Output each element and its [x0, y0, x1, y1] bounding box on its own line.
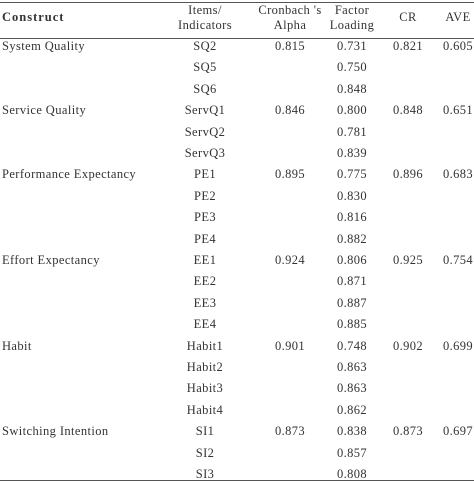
- indicator: ServQ2: [184, 124, 226, 139]
- composite-reliability: 0.902: [392, 338, 424, 353]
- factor-loading: 0.839: [336, 146, 368, 160]
- indicator: SI3: [195, 467, 215, 481]
- indicator: PE2: [193, 188, 217, 203]
- factor-loading: 0.863: [336, 360, 368, 374]
- construct-name: Service Quality: [2, 103, 87, 118]
- top-rule: [0, 2, 474, 3]
- indicator: SQ6: [193, 81, 217, 96]
- indicator: PE1: [193, 167, 217, 182]
- factor-loading: 0.748: [336, 338, 368, 353]
- construct-name: Habit: [2, 338, 32, 353]
- factor-loading: 0.857: [336, 445, 368, 460]
- indicator: EE3: [193, 295, 217, 310]
- ave: 0.651: [442, 103, 474, 118]
- indicator: Habit1: [186, 338, 224, 353]
- indicator: PE4: [193, 231, 217, 246]
- factor-loading: 0.848: [336, 81, 368, 96]
- factor-loading: 0.871: [336, 274, 368, 289]
- cronbach-alpha: 0.901: [274, 338, 306, 353]
- indicator: SQ5: [193, 60, 217, 75]
- header-cell: Loading: [329, 18, 375, 32]
- indicator: SQ2: [193, 39, 217, 53]
- header-cell: Construct: [2, 10, 65, 24]
- indicator: EE1: [193, 253, 217, 267]
- cronbach-alpha: 0.895: [274, 167, 306, 182]
- cronbach-alpha: 0.924: [274, 253, 306, 267]
- factor-loading: 0.838: [336, 424, 368, 439]
- header-cell: Indicators: [178, 18, 232, 32]
- composite-reliability: 0.896: [392, 167, 424, 182]
- header-rule: [0, 38, 474, 39]
- header-cell: AVE: [445, 10, 471, 24]
- composite-reliability: 0.821: [392, 39, 424, 53]
- factor-loading: 0.808: [336, 467, 368, 481]
- factor-loading: 0.775: [336, 167, 368, 182]
- ave: 0.754: [442, 253, 474, 267]
- factor-loading: 0.731: [336, 39, 368, 53]
- indicator: SI2: [195, 445, 215, 460]
- factor-loading: 0.830: [336, 188, 368, 203]
- indicator: ServQ3: [184, 146, 226, 160]
- factor-loading: 0.750: [336, 60, 368, 75]
- ave: 0.605: [442, 39, 474, 53]
- cronbach-alpha: 0.815: [274, 39, 306, 53]
- ave: 0.683: [442, 167, 474, 182]
- composite-reliability: 0.873: [392, 424, 424, 439]
- header-cell: Factor: [334, 3, 370, 17]
- cronbach-alpha: 0.873: [274, 424, 306, 439]
- factor-loading: 0.800: [336, 103, 368, 118]
- factor-loading: 0.806: [336, 253, 368, 267]
- ave: 0.699: [442, 338, 474, 353]
- construct-name: System Quality: [2, 39, 86, 53]
- indicator: EE4: [193, 317, 217, 332]
- factor-loading: 0.887: [336, 295, 368, 310]
- header-cell: CR: [399, 10, 417, 24]
- factor-loading: 0.863: [336, 381, 368, 396]
- indicator: SI1: [195, 424, 215, 439]
- composite-reliability: 0.925: [392, 253, 424, 267]
- construct-name: Performance Expectancy: [2, 167, 137, 182]
- construct-name: Effort Expectancy: [2, 253, 100, 267]
- factor-loading: 0.885: [336, 317, 368, 332]
- cronbach-alpha: 0.846: [274, 103, 306, 118]
- header-cell: Alpha: [273, 18, 307, 32]
- header-cell: Items/: [188, 3, 222, 17]
- ave: 0.697: [442, 424, 474, 439]
- composite-reliability: 0.848: [392, 103, 424, 118]
- indicator: PE3: [193, 210, 217, 225]
- factor-loading: 0.816: [336, 210, 368, 225]
- header-cell: Cronbach 's: [258, 3, 322, 17]
- construct-name: Switching Intention: [2, 424, 109, 439]
- factor-loading: 0.862: [336, 402, 368, 417]
- indicator: Habit4: [186, 402, 224, 417]
- indicator: Habit3: [186, 381, 224, 396]
- factor-loading: 0.882: [336, 231, 368, 246]
- indicator: ServQ1: [184, 103, 226, 118]
- factor-loading: 0.781: [336, 124, 368, 139]
- indicator: Habit2: [186, 360, 224, 374]
- indicator: EE2: [193, 274, 217, 289]
